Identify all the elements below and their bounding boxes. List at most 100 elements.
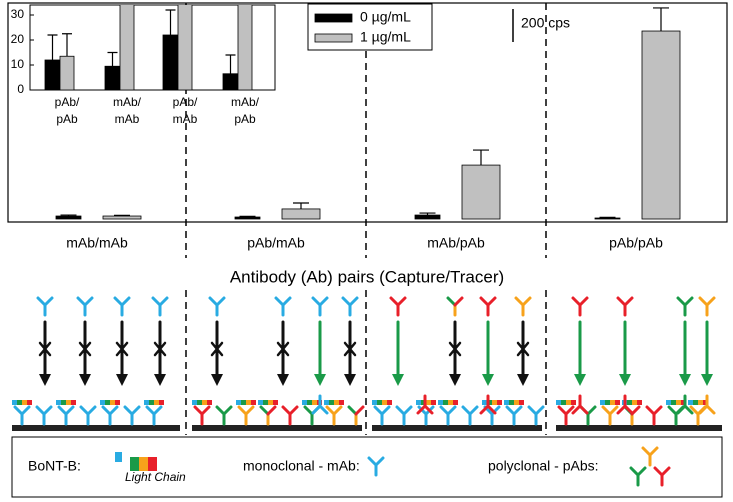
icon-part bbox=[281, 405, 292, 416]
arrow-head bbox=[482, 374, 494, 386]
icon-part bbox=[311, 296, 322, 307]
key-toxin bbox=[139, 457, 148, 471]
toxin-block bbox=[372, 400, 377, 405]
x-tick-label: mAb bbox=[173, 112, 198, 126]
toxin-block bbox=[566, 400, 571, 405]
bar bbox=[234, 216, 261, 220]
toxin-block bbox=[492, 400, 497, 405]
key-box bbox=[11, 436, 723, 498]
bar bbox=[102, 215, 142, 220]
icon-part bbox=[512, 405, 523, 416]
toxin-block bbox=[519, 400, 524, 405]
toxin-block bbox=[571, 400, 576, 405]
icon-part bbox=[439, 405, 450, 416]
toxin-block bbox=[637, 400, 642, 405]
icon-part bbox=[468, 405, 479, 416]
toxin-block bbox=[329, 400, 334, 405]
icon-part bbox=[318, 404, 329, 415]
icon-part bbox=[341, 296, 352, 307]
icon-part bbox=[200, 405, 211, 416]
key-toxin bbox=[148, 457, 157, 471]
toxin-block bbox=[387, 400, 392, 405]
icon-part bbox=[57, 405, 68, 416]
icon-part bbox=[505, 405, 516, 416]
icon-part bbox=[389, 296, 400, 307]
icon-part bbox=[516, 341, 530, 357]
icon-part bbox=[274, 296, 285, 307]
arrow-head bbox=[701, 374, 713, 386]
bar bbox=[119, 5, 135, 90]
error-bar bbox=[473, 149, 489, 166]
icon-part bbox=[145, 405, 156, 416]
toxin-block bbox=[438, 400, 443, 405]
icon-part bbox=[281, 296, 292, 307]
icon-part bbox=[64, 405, 75, 416]
icon-part bbox=[446, 405, 457, 416]
toxin-block bbox=[443, 400, 448, 405]
y-tick-label: 10 bbox=[11, 57, 25, 71]
toxin-block bbox=[71, 400, 76, 405]
y-tick-label: 30 bbox=[11, 7, 25, 21]
error-bar bbox=[239, 215, 256, 218]
error-bar bbox=[165, 9, 176, 35]
toxin-block bbox=[56, 400, 61, 405]
icon-part bbox=[79, 405, 90, 416]
toxin-block bbox=[610, 400, 615, 405]
bar bbox=[237, 5, 253, 90]
toxin-block bbox=[66, 400, 71, 405]
arrow-head bbox=[517, 374, 529, 386]
arrow-head bbox=[619, 374, 631, 386]
toxin-block bbox=[382, 400, 387, 405]
toxin-block bbox=[302, 400, 307, 405]
arrow-head bbox=[154, 374, 166, 386]
icon-part bbox=[373, 405, 384, 416]
error-bar bbox=[599, 216, 616, 219]
icon-part bbox=[348, 296, 359, 307]
legend-swatch bbox=[314, 33, 353, 43]
plot-frame bbox=[7, 2, 728, 223]
icon-part bbox=[623, 404, 634, 415]
toxin-block bbox=[105, 400, 110, 405]
toxin-block bbox=[268, 400, 273, 405]
icon-part bbox=[222, 405, 233, 416]
toxin-block bbox=[236, 400, 241, 405]
icon-part bbox=[601, 405, 612, 416]
error-bar bbox=[225, 54, 236, 74]
bar bbox=[55, 215, 82, 220]
icon-part bbox=[115, 341, 129, 357]
bar bbox=[59, 55, 75, 90]
icon-part bbox=[303, 405, 314, 416]
icon-part bbox=[453, 296, 464, 307]
arrow-head bbox=[392, 374, 404, 386]
toxin-block bbox=[666, 400, 671, 405]
icon-part bbox=[705, 404, 716, 415]
icon-part bbox=[676, 296, 687, 307]
toxin-block bbox=[676, 400, 681, 405]
icon-part bbox=[653, 466, 664, 477]
icon-part bbox=[120, 296, 131, 307]
icon-part bbox=[448, 341, 462, 357]
icon-part bbox=[38, 341, 52, 357]
toxin-block bbox=[307, 400, 312, 405]
bar bbox=[461, 164, 501, 220]
icon-part bbox=[698, 296, 709, 307]
toxin-block bbox=[509, 400, 514, 405]
icon-part bbox=[616, 296, 627, 307]
toxin-block bbox=[144, 400, 149, 405]
toxin-block bbox=[241, 400, 246, 405]
arrow-head bbox=[679, 374, 691, 386]
icon-part bbox=[153, 341, 167, 357]
icon-part bbox=[332, 405, 343, 416]
icon-part bbox=[311, 404, 322, 415]
icon-part bbox=[123, 405, 134, 416]
arrow-head bbox=[314, 374, 326, 386]
icon-part bbox=[318, 296, 329, 307]
icon-part bbox=[36, 296, 47, 307]
toxin-block bbox=[482, 400, 487, 405]
error-bar bbox=[419, 212, 436, 216]
icon-part bbox=[641, 446, 652, 457]
x-tick-label: pAb/ bbox=[173, 95, 198, 109]
icon-part bbox=[479, 296, 490, 307]
icon-part bbox=[446, 296, 457, 307]
toxin-label: BoNT-B: bbox=[28, 458, 81, 474]
